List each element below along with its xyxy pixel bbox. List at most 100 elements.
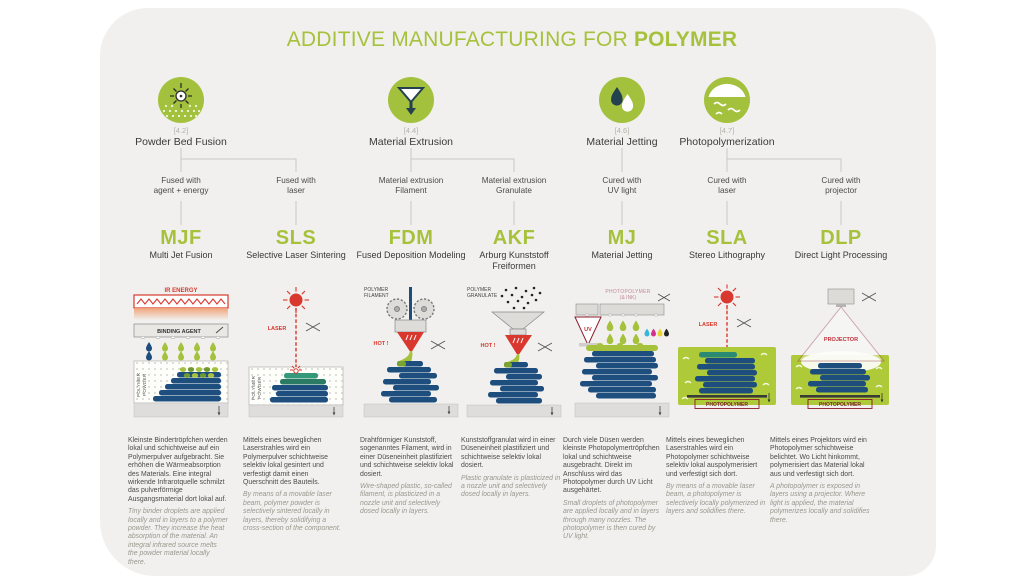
laser-label: LASER — [268, 326, 287, 332]
binder-droplets — [146, 342, 216, 361]
hot-nozzle — [505, 335, 532, 356]
powder-label: POLYMER — [251, 375, 256, 400]
fdm-description: Drahtförmiger Kunststoff, sogenanntes Fi… — [360, 437, 460, 517]
laser-source — [283, 287, 309, 313]
full-name: Selective Laser Sintering — [246, 250, 346, 260]
description-german: Durch viele Düsen werden kleinste Photop… — [563, 437, 660, 495]
xy-axis-icon — [861, 292, 877, 302]
acronym: FDM — [388, 227, 434, 249]
full-name: Arburg Kunststoff Freiformen — [479, 250, 549, 271]
cured-layer — [579, 343, 598, 347]
process-dlp: DLP Direct Light Processing — [785, 228, 897, 261]
description-english: By means of a movable laser beam, a phot… — [666, 483, 766, 516]
category-name: Material Jetting — [586, 136, 658, 148]
powder-bed-fusion-icon — [158, 77, 204, 123]
printed-part — [270, 373, 328, 403]
filament — [409, 287, 412, 323]
build-platform — [363, 403, 459, 418]
category-photopolymerization: [4.7] Photopolymerization — [667, 77, 787, 148]
mjf-illustration: IR ENERGY BINDING AGENT — [129, 283, 233, 423]
acronym: MJF — [160, 227, 202, 249]
description-english: Plastic granulate is plasticized in a no… — [461, 474, 561, 499]
acronym: DLP — [820, 227, 862, 249]
build-platform — [133, 402, 229, 418]
hot-nozzle — [397, 332, 424, 353]
fdm-illustration: POLYMER FILAMENT HOT ! — [359, 283, 463, 423]
xy-axis-icon — [657, 293, 671, 302]
mj-description: Durch viele Düsen werden kleinste Photop… — [563, 437, 663, 542]
method-label: Fused with agent + energy — [153, 176, 209, 195]
uv-label: UV — [584, 327, 592, 333]
category-name: Photopolymerization — [679, 136, 775, 148]
z-axis-arrow — [550, 407, 554, 416]
material-label: FILAMENT — [364, 293, 389, 299]
description-german: Kunststoffgranulat wird in einer Düsenei… — [461, 437, 556, 470]
build-platform — [687, 395, 767, 398]
acronym: MJ — [607, 227, 637, 249]
photopolymerization-icon — [704, 77, 750, 123]
material-extrusion-icon — [388, 77, 434, 123]
dlp-illustration: PROJECTOR PHOTOPOLYMER — [788, 283, 892, 423]
description-english: Tiny binder droplets are applied locally… — [128, 508, 228, 566]
method-label: Material extrusion Filament — [378, 176, 444, 195]
category-ref: [4.7] — [719, 126, 735, 135]
sla-description: Mittels eines beweglichen Laserstrahles … — [666, 437, 766, 517]
hopper-funnel — [491, 311, 545, 330]
method-label: Fused with laser — [276, 176, 316, 195]
z-axis-arrow — [447, 406, 451, 415]
acronym: AKF — [492, 227, 536, 249]
laser-label: LASER — [699, 322, 718, 328]
material-label: PHOTOPOLYMER — [605, 289, 650, 295]
ir-energy-label: IR ENERGY — [164, 288, 197, 294]
full-name: Direct Light Processing — [794, 250, 888, 260]
material-label: POLYMER — [467, 287, 491, 293]
uv-cone — [574, 316, 602, 347]
description-english: A photopolymer is exposed in layers usin… — [770, 483, 870, 524]
acronym: SLA — [706, 227, 748, 249]
description-english: By means of a movable laser beam, polyme… — [243, 491, 341, 533]
melt-trail — [397, 351, 413, 363]
full-name: Fused Deposition Modeling — [356, 250, 466, 260]
binding-agent-label: BINDING AGENT — [157, 329, 201, 335]
powder-label: POWDER — [257, 376, 262, 399]
method-label: Material extrusion Granulate — [481, 176, 547, 195]
title-prefix: ADDITIVE MANUFACTURING FOR — [286, 28, 628, 51]
photopolymer-label-box — [807, 399, 873, 409]
dlp-description: Mittels eines Projektors wird ein Photop… — [770, 437, 870, 525]
description-english: Small droplets of photopolymer are appli… — [563, 499, 660, 541]
hot-label: HOT ! — [481, 343, 496, 349]
resin-waves — [795, 364, 883, 390]
powder-label: POWDER — [142, 373, 147, 396]
process-mj: MJ Material Jetting — [566, 228, 678, 261]
description-german: Drahtförmiger Kunststoff, sogenanntes Fi… — [360, 437, 454, 478]
material-label: POLYMER — [364, 287, 388, 293]
category-name: Powder Bed Fusion — [135, 136, 227, 148]
cmyk-ink-droplets — [644, 328, 669, 337]
paper-background — [100, 8, 936, 576]
category-material-extrusion: [4.4] Material Extrusion — [351, 77, 471, 148]
xy-axis-icon — [736, 318, 752, 328]
photopolymer-droplets — [606, 320, 640, 345]
z-axis-arrow — [767, 393, 771, 403]
projector-cone — [796, 306, 886, 362]
build-platform — [466, 404, 562, 418]
nozzles — [140, 336, 221, 339]
description-german: Kleinste Bindertröpfchen werden lokal un… — [128, 437, 228, 503]
category-ref: [4.2] — [173, 126, 189, 135]
z-axis-arrow — [217, 406, 221, 416]
resin-waves — [681, 352, 770, 400]
projector-label: PROJECTOR — [824, 337, 858, 343]
akf-illustration: POLYMER GRANULATE HOT ! — [462, 283, 566, 423]
projector-device — [827, 288, 855, 305]
method-label: Cured with laser — [707, 176, 747, 195]
extruder-block — [394, 319, 427, 333]
mjf-description: Kleinste Bindertröpfchen werden lokal un… — [128, 437, 228, 567]
powder-label: POLYMER — [136, 372, 141, 397]
category-ref: [4.4] — [403, 126, 419, 135]
method-label: Cured with UV light — [602, 176, 642, 195]
full-name: Material Jetting — [591, 250, 653, 260]
material-label: GRANULATE — [467, 293, 498, 299]
printed-part — [580, 343, 658, 399]
process-akf: AKF Arburg Kunststoff Freiformen — [458, 228, 570, 271]
